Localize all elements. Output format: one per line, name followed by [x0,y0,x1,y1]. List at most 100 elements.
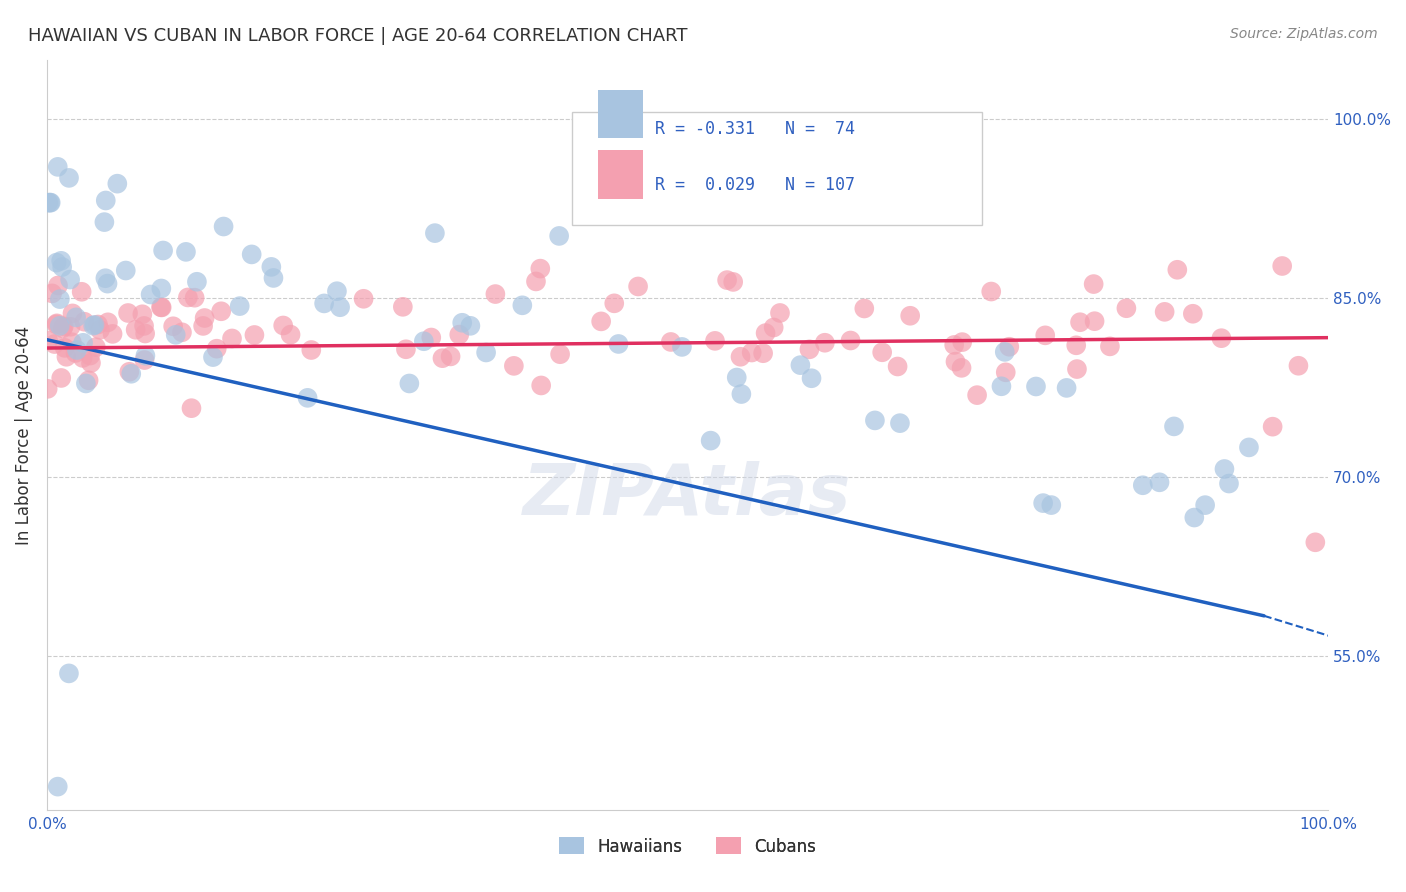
Hawaiians [1032,496,1054,510]
Hawaiians [45,255,67,269]
Hawaiians [39,195,62,210]
Hawaiians [174,244,197,259]
Cubans [280,327,302,342]
Hawaiians [1040,498,1063,512]
Hawaiians [94,194,117,208]
Hawaiians [725,370,748,384]
Cubans [243,328,266,343]
Cubans [117,306,139,320]
Y-axis label: In Labor Force | Age 20-64: In Labor Force | Age 20-64 [15,326,32,545]
Cubans [1153,305,1175,319]
Hawaiians [49,253,72,268]
Hawaiians [260,260,283,274]
Hawaiians [58,666,80,681]
Hawaiians [165,327,187,342]
Cubans [52,319,75,334]
Cubans [170,326,193,340]
Cubans [704,334,727,348]
Hawaiians [46,780,69,794]
Hawaiians [1163,419,1185,434]
Cubans [353,292,375,306]
Hawaiians [240,247,263,261]
Cubans [271,318,294,333]
Cubans [191,318,214,333]
Cubans [716,273,738,287]
Cubans [134,326,156,341]
Hawaiians [1237,441,1260,455]
Cubans [980,285,1002,299]
Cubans [591,314,613,328]
Hawaiians [1182,510,1205,524]
Cubans [162,319,184,334]
Hawaiians [58,170,80,185]
Cubans [60,335,83,350]
Hawaiians [326,284,349,298]
Cubans [1271,259,1294,273]
Hawaiians [889,416,911,430]
Cubans [853,301,876,316]
Hawaiians [789,358,811,372]
Text: HAWAIIAN VS CUBAN IN LABOR FORCE | AGE 20-64 CORRELATION CHART: HAWAIIAN VS CUBAN IN LABOR FORCE | AGE 2… [28,27,688,45]
Cubans [77,373,100,387]
Cubans [84,340,107,354]
Cubans [46,278,69,293]
Hawaiians [548,228,571,243]
Hawaiians [139,287,162,301]
Cubans [741,345,763,359]
Cubans [1286,359,1309,373]
Cubans [59,319,82,334]
Cubans [1083,277,1105,291]
Cubans [1069,315,1091,329]
Cubans [524,275,547,289]
Hawaiians [152,244,174,258]
Cubans [730,350,752,364]
Cubans [392,300,415,314]
Hawaiians [460,318,482,333]
Hawaiians [96,277,118,291]
Hawaiians [37,195,59,210]
Cubans [548,347,571,361]
Cubans [769,306,792,320]
Hawaiians [398,376,420,391]
Cubans [37,334,59,348]
Cubans [755,326,778,340]
Hawaiians [412,334,434,349]
Cubans [994,365,1017,379]
Cubans [1261,419,1284,434]
Hawaiians [475,345,498,359]
Hawaiians [1149,475,1171,490]
Cubans [945,354,967,368]
Cubans [101,326,124,341]
Hawaiians [66,343,89,357]
Cubans [627,279,650,293]
Cubans [124,323,146,337]
Cubans [70,285,93,299]
Cubans [1181,307,1204,321]
Hawaiians [423,226,446,240]
Cubans [73,315,96,329]
Cubans [79,349,101,363]
Cubans [1084,314,1107,328]
Hawaiians [607,337,630,351]
Cubans [45,316,67,330]
Cubans [420,330,443,344]
Cubans [87,318,110,332]
Cubans [449,327,471,342]
Cubans [870,345,893,359]
Cubans [51,371,73,385]
Cubans [183,291,205,305]
Cubans [1064,338,1087,352]
Hawaiians [186,275,208,289]
Cubans [134,353,156,368]
Cubans [762,320,785,334]
Hawaiians [994,345,1017,359]
Cubans [62,306,84,320]
Hawaiians [990,379,1012,393]
Cubans [814,335,837,350]
Hawaiians [201,350,224,364]
Cubans [439,350,461,364]
Hawaiians [59,272,82,286]
Hawaiians [329,300,352,314]
Cubans [53,341,76,355]
Legend: Hawaiians, Cubans: Hawaiians, Cubans [553,830,823,863]
